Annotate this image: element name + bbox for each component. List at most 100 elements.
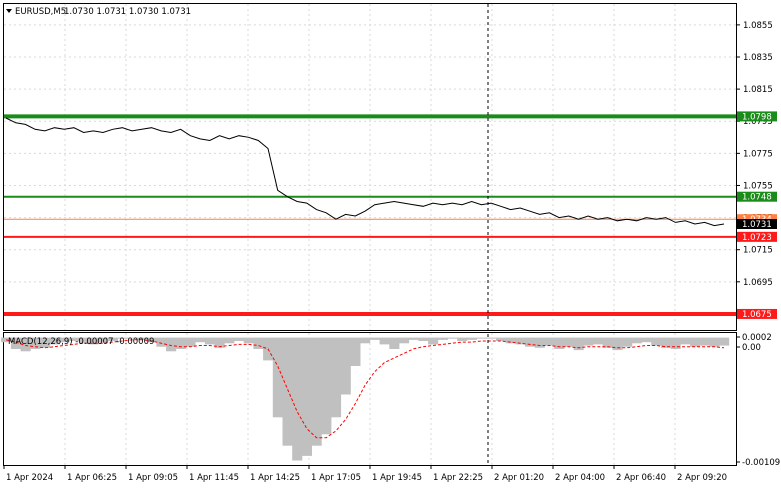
macd-bar bbox=[253, 337, 264, 349]
x-tick-label: 1 Apr 22:25 bbox=[433, 473, 483, 483]
macd-bar bbox=[234, 337, 245, 341]
macd-bar bbox=[69, 337, 80, 341]
macd-bar bbox=[408, 337, 419, 340]
macd-bar bbox=[602, 337, 613, 348]
macd-bar bbox=[185, 337, 196, 347]
macd-bar bbox=[369, 337, 380, 340]
macd-bar bbox=[195, 337, 206, 343]
x-tick-label: 1 Apr 17:05 bbox=[311, 473, 361, 483]
level-label: 1.0798 bbox=[742, 112, 772, 122]
macd-bar bbox=[563, 337, 574, 347]
y-tick-label: 1.0835 bbox=[743, 53, 773, 63]
macd-bar bbox=[544, 337, 555, 346]
macd-bar bbox=[573, 337, 584, 351]
x-tick-label: 1 Apr 14:25 bbox=[250, 473, 300, 483]
price-axis: 1.0855 1.0835 1.0815 1.0795 1.0775 1.0755 1.07… bbox=[736, 21, 773, 288]
macd-bar bbox=[680, 337, 691, 345]
macd-bar bbox=[156, 337, 167, 347]
level-label-box bbox=[737, 111, 777, 122]
y-tick-label: 1.0855 bbox=[743, 21, 773, 31]
macd-bar bbox=[447, 337, 458, 339]
macd-bar bbox=[466, 337, 477, 340]
level-label-box bbox=[737, 219, 777, 230]
macd-bar bbox=[593, 337, 604, 345]
macd-bar bbox=[350, 337, 361, 366]
macd-bar bbox=[331, 337, 342, 418]
x-tick-label: 1 Apr 11:45 bbox=[189, 473, 239, 483]
macd-bar bbox=[622, 337, 633, 347]
macd-bar bbox=[457, 337, 468, 341]
macd-bar bbox=[690, 337, 701, 347]
symbol-label: EURUSD,M5 bbox=[15, 7, 66, 17]
macd-bar bbox=[379, 337, 390, 345]
symbol-dropdown-icon[interactable] bbox=[6, 9, 12, 13]
level-label-box bbox=[737, 191, 777, 202]
macd-bar bbox=[437, 337, 448, 340]
x-tick-label: 2 Apr 06:40 bbox=[616, 473, 666, 483]
macd-bar bbox=[272, 337, 283, 418]
level-label-box bbox=[737, 308, 777, 319]
macd-bar bbox=[49, 337, 60, 345]
macd-bar bbox=[175, 337, 186, 349]
time-axis: 1 Apr 2024 1 Apr 06:25 1 Apr 09:05 1 Apr 11… bbox=[3, 465, 727, 483]
macd-bar bbox=[651, 337, 662, 346]
macd-bar bbox=[30, 337, 41, 349]
macd-tick-label: 0.00 bbox=[742, 343, 761, 353]
y-tick-label: 1.0775 bbox=[743, 149, 773, 159]
y-tick-label: 1.0795 bbox=[743, 117, 773, 127]
macd-bar bbox=[243, 337, 254, 344]
macd-bar bbox=[486, 337, 497, 339]
macd-bar bbox=[40, 337, 51, 348]
macd-tick-label: 0.0002 bbox=[742, 333, 772, 343]
x-tick-label: 1 Apr 2024 bbox=[6, 473, 53, 483]
x-tick-label: 2 Apr 01:20 bbox=[494, 473, 544, 483]
macd-bar bbox=[20, 337, 31, 352]
macd-bar bbox=[719, 337, 730, 346]
macd-bar bbox=[117, 337, 128, 339]
macd-bar bbox=[321, 337, 332, 435]
macd-bar bbox=[204, 337, 215, 345]
macd-bar bbox=[389, 337, 400, 349]
price-series-line bbox=[5, 117, 725, 227]
macd-bar bbox=[554, 337, 565, 349]
macd-bar bbox=[631, 337, 642, 344]
main-grid bbox=[4, 4, 736, 330]
macd-bar bbox=[214, 337, 225, 348]
macd-bar bbox=[670, 337, 681, 349]
macd-bar bbox=[166, 337, 177, 352]
y-tick-label: 1.0695 bbox=[743, 278, 773, 288]
y-tick-label: 1.0755 bbox=[743, 181, 773, 191]
macd-bar bbox=[282, 337, 293, 446]
macd-bar bbox=[301, 337, 312, 456]
x-tick-label: 1 Apr 19:45 bbox=[372, 473, 422, 483]
level-label: 1.0723 bbox=[742, 233, 772, 243]
macd-bar bbox=[660, 337, 671, 348]
macd-bar bbox=[583, 337, 594, 346]
macd-bar bbox=[612, 337, 623, 351]
x-tick-label: 1 Apr 06:25 bbox=[67, 473, 117, 483]
macd-bar bbox=[476, 337, 487, 339]
level-label: 1.0731 bbox=[742, 220, 772, 230]
y-tick-label: 1.0815 bbox=[743, 85, 773, 95]
macd-bar bbox=[496, 337, 507, 341]
macd-bar bbox=[78, 337, 89, 344]
x-tick-label: 2 Apr 09:20 bbox=[677, 473, 727, 483]
macd-bar bbox=[224, 337, 235, 344]
macd-bar bbox=[709, 337, 720, 347]
macd-bar bbox=[418, 337, 429, 341]
level-label: 1.0748 bbox=[742, 193, 772, 203]
macd-bar bbox=[534, 337, 545, 348]
macd-bar bbox=[137, 337, 148, 340]
level-label-box bbox=[737, 231, 777, 242]
macd-bar bbox=[399, 337, 410, 344]
x-tick-label: 2 Apr 04:00 bbox=[555, 473, 605, 483]
x-tick-label: 1 Apr 09:05 bbox=[128, 473, 178, 483]
macd-signal-line bbox=[5, 339, 725, 439]
macd-tick-label: -0.00109 bbox=[742, 458, 780, 468]
macd-histogram bbox=[1, 337, 730, 461]
macd-bar bbox=[127, 337, 138, 339]
macd-bar bbox=[505, 337, 516, 344]
